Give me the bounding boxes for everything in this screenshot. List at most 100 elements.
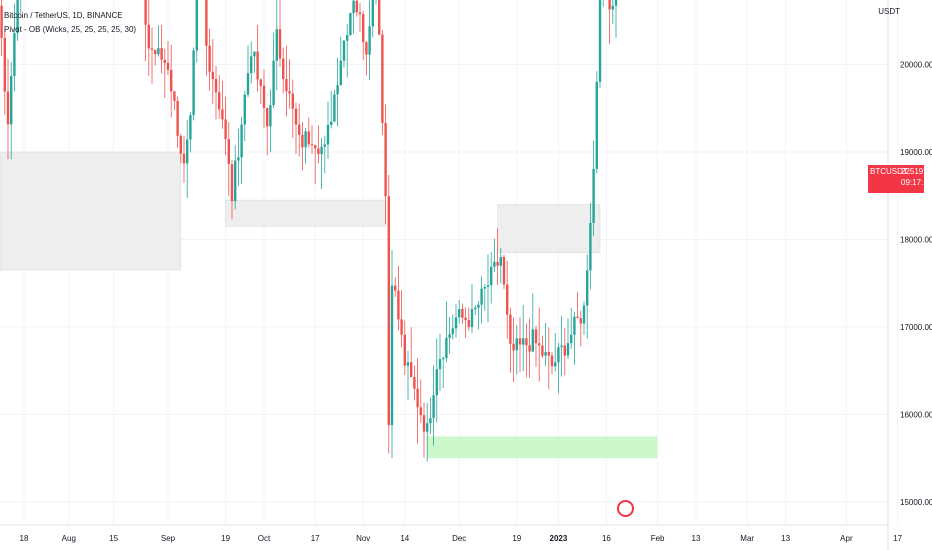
candle-body <box>595 81 598 169</box>
candle-body <box>387 196 390 426</box>
candle-body <box>218 92 221 110</box>
candle-body <box>163 59 166 63</box>
candle-body <box>589 222 592 271</box>
candle-body <box>173 91 176 101</box>
candle-body <box>3 37 6 92</box>
time-tick-label: 13 <box>781 534 790 543</box>
indicator-title[interactable]: Pivot - OB (Wicks, 25, 25, 25, 25, 30) <box>4 25 137 34</box>
candle-body <box>147 24 150 49</box>
candle-body <box>560 345 563 348</box>
candle-body <box>435 369 438 396</box>
candle-body <box>474 307 477 310</box>
candle-body <box>339 60 342 86</box>
candle-body <box>182 153 186 164</box>
price-tick-label: 18000.00 <box>900 236 932 245</box>
candle-body <box>451 328 454 335</box>
candle-body <box>298 124 301 135</box>
time-tick-label: Aug <box>62 534 76 543</box>
candle-body <box>563 345 566 356</box>
candle-body <box>227 139 230 165</box>
candle-body <box>394 285 397 291</box>
candle-body <box>570 334 573 344</box>
candle-body <box>586 270 589 306</box>
candle-body <box>458 309 461 318</box>
candle-body <box>496 261 499 266</box>
candle-body <box>534 329 538 344</box>
candle-body <box>598 0 602 82</box>
candle-body <box>442 358 445 360</box>
candle-body <box>544 351 547 356</box>
candle-body <box>470 309 474 327</box>
neutral-order-block <box>0 151 182 271</box>
candle-body <box>499 257 502 266</box>
neutral-order-block <box>225 199 386 227</box>
candle-body <box>234 160 237 202</box>
time-tick-label: 18 <box>20 534 29 543</box>
candle-body <box>611 5 614 10</box>
candle-body <box>579 318 582 324</box>
candle-body <box>538 343 541 346</box>
candle-body <box>250 56 253 74</box>
candle-body <box>16 0 19 34</box>
candle-body <box>541 345 544 356</box>
candle-body <box>269 105 272 127</box>
candle-body <box>253 51 256 57</box>
time-axis[interactable]: 18 Aug 15 Sep 19 Oct 17 Nov 14 Dec 19 2023 16 Feb 13 Ma… <box>0 524 903 543</box>
symbol-title[interactable]: Bitcoin / TetherUS, 1D, BINANCE <box>4 11 123 20</box>
candle-body <box>246 73 250 95</box>
candle-body <box>509 314 512 344</box>
candle-body <box>531 329 534 352</box>
time-tick-label: 14 <box>400 534 409 543</box>
candle-body <box>170 69 173 92</box>
candle-body <box>512 343 515 351</box>
bar-countdown: 09:17:13 <box>901 178 932 187</box>
candle-body <box>522 338 525 345</box>
candle-body <box>493 261 496 267</box>
candle-body <box>214 79 218 93</box>
time-tick-label: 2023 <box>550 534 568 543</box>
candle-body <box>461 309 464 318</box>
time-tick-label: Nov <box>356 534 370 543</box>
candle-body <box>573 316 576 335</box>
us-flag-event-icon[interactable] <box>617 500 634 517</box>
candle-body <box>307 131 310 145</box>
time-tick-label: 13 <box>692 534 701 543</box>
candle-body <box>576 316 579 319</box>
candle-body <box>144 0 147 25</box>
candlestick-series <box>0 0 618 462</box>
price-axis[interactable]: 15000.00 16000.00 17000.00 18000.00 19000.00… <box>887 0 932 550</box>
candle-body <box>230 164 234 202</box>
candle-body <box>186 139 189 164</box>
candle-body <box>317 148 320 155</box>
order-blocks <box>0 151 658 459</box>
price-tick-label: 20000.00 <box>900 61 932 70</box>
candle-body <box>336 85 339 95</box>
candle-body <box>525 338 528 346</box>
candle-body <box>166 62 170 70</box>
candle-body <box>282 58 285 80</box>
candle-body <box>608 0 611 10</box>
candle-body <box>582 305 586 324</box>
candle-body <box>419 407 422 416</box>
candle-body <box>490 266 493 286</box>
candle-body <box>314 145 317 149</box>
time-tick-label: 17 <box>893 534 902 543</box>
time-tick-label: 19 <box>221 534 230 543</box>
candle-body <box>403 334 406 366</box>
candle-body <box>224 119 227 140</box>
candle-body <box>160 48 163 60</box>
candle-body <box>256 51 259 80</box>
time-tick-label: 15 <box>109 534 118 543</box>
candle-body <box>410 362 413 378</box>
candle-body <box>506 284 509 315</box>
time-tick-label: Sep <box>161 534 176 543</box>
candle-body <box>502 257 506 285</box>
candle-body <box>150 48 154 51</box>
candle-body <box>352 0 355 14</box>
candle-body <box>362 14 365 43</box>
candle-body <box>454 317 458 329</box>
candle-body <box>154 50 157 55</box>
candle-body <box>550 355 554 367</box>
candle-body <box>515 338 518 351</box>
